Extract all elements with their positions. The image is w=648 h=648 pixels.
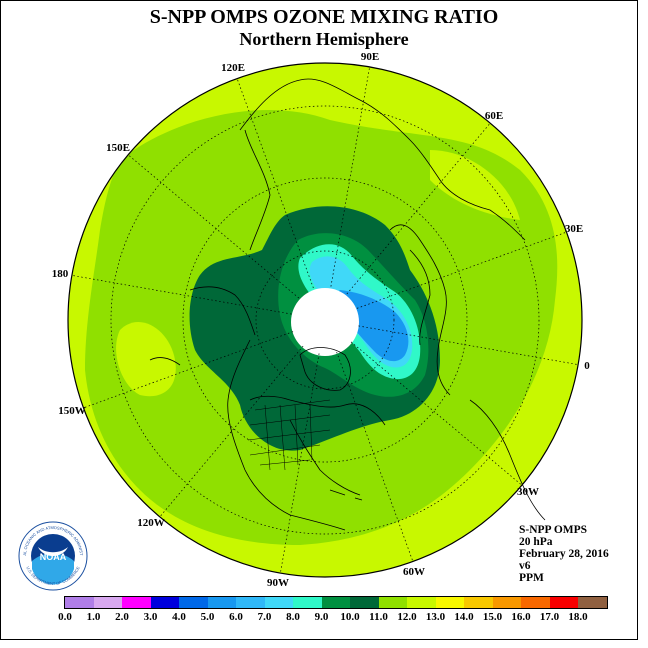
colorbar-tick-label: 14.0	[454, 611, 474, 623]
colorbar-swatch	[293, 597, 322, 608]
info-version: v6	[519, 560, 531, 572]
colorbar-tick-label: 7.0	[257, 611, 272, 623]
colorbar-swatch	[122, 597, 151, 608]
meridian-line	[356, 231, 567, 309]
colorbar-swatch	[464, 597, 493, 608]
meridian-line	[127, 154, 300, 299]
colorbar-tick-label: 2.0	[115, 611, 129, 623]
colorbar-tick-label: 13.0	[425, 611, 446, 623]
meridian-line	[71, 275, 292, 315]
colorbar	[64, 596, 608, 609]
colorbar-tick-label: 15.0	[482, 611, 503, 623]
meridian-line	[350, 341, 523, 486]
colorbar-swatch	[207, 597, 236, 608]
map-subtitle: Northern Hemisphere	[239, 29, 409, 49]
colorbar-swatch	[350, 597, 379, 608]
colorbar-tick-label: 6.0	[229, 611, 243, 623]
lon-label-120e: 120E	[221, 62, 245, 74]
colorbar-tick-label: 4.0	[172, 611, 186, 623]
colorbar-swatch	[578, 597, 607, 608]
lon-label-0: 0	[584, 360, 590, 372]
colorbar-swatch	[264, 597, 293, 608]
colorbar-tick-label: 17.0	[539, 611, 560, 623]
meridian-line	[83, 331, 294, 409]
logo-text: NOAA	[40, 552, 67, 562]
info-pressure: 20 hPa	[519, 536, 553, 548]
lon-label-120w: 120W	[137, 517, 165, 529]
colorbar-ticks: 0.0 1.0 2.0 3.0 4.0 5.0 6.0 7.0 8.0 9.0 10.0 11.0 12…	[0, 611, 648, 625]
colorbar-tick-label: 10.0	[340, 611, 360, 623]
colorbar-tick-label: 8.0	[286, 611, 300, 623]
meridian-line	[280, 353, 320, 574]
lon-label-150e: 150E	[106, 142, 130, 154]
map-title: S-NPP OMPS OZONE MIXING RATIO	[149, 6, 499, 28]
colorbar-swatch	[492, 597, 521, 608]
lon-label-90w: 90W	[267, 577, 289, 589]
polar-no-data	[291, 288, 359, 356]
colorbar-swatch	[93, 597, 122, 608]
colorbar-tick-label: 12.0	[397, 611, 417, 623]
info-instrument: S-NPP OMPS	[519, 524, 588, 536]
meridian-line	[346, 122, 491, 295]
info-date: February 28, 2016	[519, 548, 609, 560]
colorbar-swatch	[407, 597, 436, 608]
colorbar-tick-label: 16.0	[511, 611, 531, 623]
meridian-line	[358, 325, 579, 365]
colorbar-swatch	[65, 597, 94, 608]
colorbar-tick-label: 9.0	[314, 611, 329, 623]
plot-frame	[0, 0, 638, 640]
state-borders	[247, 399, 331, 471]
lon-label-60w: 60W	[403, 566, 425, 578]
field-11-12-inner-1	[116, 321, 176, 397]
info-block: S-NPP OMPS 20 hPa February 28, 2016 v6 P…	[519, 524, 609, 584]
colorbar-tick-label: 18.0	[568, 611, 588, 623]
info-units: PPM	[519, 572, 544, 584]
coastlines	[149, 78, 546, 531]
meridian-line	[330, 66, 370, 287]
meridians	[71, 66, 579, 574]
lon-label-150w: 150W	[58, 405, 86, 417]
colorbar-tick-label: 11.0	[369, 611, 388, 623]
lon-label-90e: 90E	[360, 51, 380, 63]
meridian-line	[336, 351, 414, 562]
colorbar-swatch	[549, 597, 578, 608]
colorbar-tick-label: 5.0	[200, 611, 215, 623]
colorbar-swatch	[321, 597, 350, 608]
colorbar-swatch	[150, 597, 179, 608]
lon-label-30w: 30W	[517, 486, 539, 498]
meridian-line	[236, 78, 314, 289]
lon-label-180: 180	[51, 268, 69, 280]
map-boundary	[67, 62, 583, 578]
colorbar-tick-label: 3.0	[143, 611, 158, 623]
colorbar-swatch	[435, 597, 464, 608]
colorbar-swatch	[521, 597, 550, 608]
colorbar-tick-label: 1.0	[86, 611, 101, 623]
colorbar-swatch	[179, 597, 208, 608]
noaa-logo: NOAA NATIONAL OCEANIC AND ATMOSPHERIC AD…	[18, 521, 88, 591]
colorbar-swatch	[378, 597, 407, 608]
lon-label-30e: 30E	[564, 223, 584, 235]
lon-label-60e: 60E	[484, 110, 504, 122]
field-11-12-inner-2	[430, 150, 520, 220]
colorbar-tick-label: 0.0	[58, 611, 72, 623]
colorbar-swatch	[236, 597, 265, 608]
meridian-line	[159, 345, 304, 518]
